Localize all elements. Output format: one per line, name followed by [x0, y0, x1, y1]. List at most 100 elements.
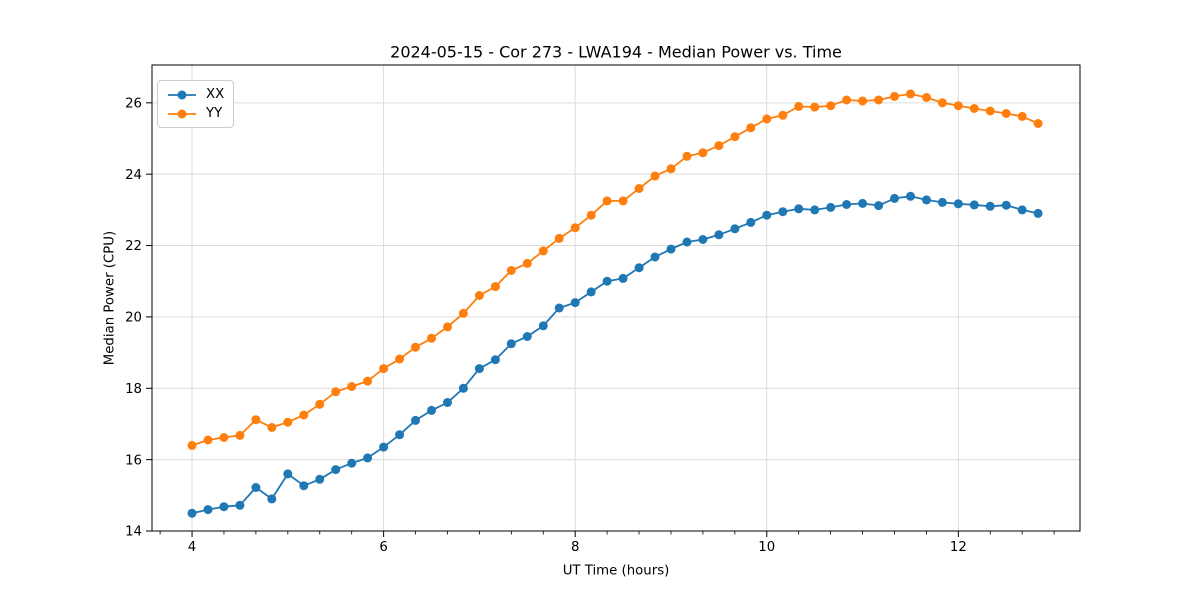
- yy-data-point: [203, 435, 213, 445]
- x-tick-label: 6: [379, 540, 387, 555]
- xx-data-point: [538, 321, 548, 331]
- xx-data-point: [299, 481, 309, 491]
- x-tick-label: 12: [950, 540, 967, 555]
- yy-data-point: [235, 430, 245, 440]
- xx-data-point: [267, 494, 277, 504]
- xx-data-point: [698, 235, 708, 244]
- yy-data-point: [187, 440, 197, 450]
- yy-data-point: [1001, 109, 1011, 118]
- xx-data-point: [506, 339, 516, 349]
- y-axis-label: Median Power (CPU): [102, 230, 118, 366]
- y-tick-label: 26: [125, 97, 142, 112]
- xx-data-point: [315, 474, 325, 484]
- yy-data-point: [634, 184, 644, 193]
- xx-data-point: [474, 364, 484, 374]
- yy-data-point: [650, 171, 660, 181]
- yy-data-point: [826, 101, 836, 111]
- xx-data-point: [235, 500, 245, 510]
- yy-data-point: [698, 148, 708, 158]
- xx-data-point: [395, 430, 405, 440]
- yy-data-point: [858, 96, 868, 106]
- yy-data-point: [874, 95, 884, 105]
- xx-data-point: [730, 224, 740, 234]
- yy-data-point: [602, 196, 612, 206]
- xx-data-point: [634, 263, 644, 273]
- series-line-xx: [191, 195, 1039, 515]
- xx-data-point: [874, 201, 884, 211]
- xx-data-point: [890, 193, 899, 203]
- xx-data-point: [778, 207, 788, 217]
- yy-data-point: [554, 233, 564, 243]
- legend-item-yy: YY: [165, 104, 224, 123]
- yy-data-point: [953, 101, 963, 111]
- xx-data-point: [570, 298, 580, 308]
- yy-data-point: [570, 223, 580, 233]
- xx-data-point: [922, 195, 931, 205]
- yy-data-point: [363, 376, 373, 386]
- legend: XX YY: [157, 80, 235, 128]
- xx-data-point: [187, 508, 197, 518]
- yy-data-point: [299, 410, 309, 420]
- xx-data-point: [953, 199, 963, 209]
- xx-data-point: [650, 252, 660, 262]
- yy-data-point: [762, 114, 772, 124]
- xx-data-point: [522, 332, 532, 341]
- y-tick-label: 20: [125, 311, 142, 326]
- xx-data-point: [762, 210, 772, 220]
- yy-data-point: [985, 106, 995, 116]
- legend-label-xx: XX: [206, 87, 225, 102]
- yy-data-point: [315, 399, 325, 409]
- x-axis-label: UT Time (hours): [562, 563, 670, 579]
- chart-title: 2024-05-15 - Cor 273 - LWA194 - Median P…: [390, 42, 842, 62]
- yy-data-point: [427, 333, 436, 343]
- xx-data-point: [985, 201, 995, 211]
- xx-data-point: [682, 237, 692, 247]
- xx-data-point: [826, 202, 836, 212]
- yy-data-point: [969, 104, 979, 113]
- xx-data-point: [554, 303, 564, 313]
- y-tick-label: 14: [125, 525, 142, 540]
- x-tick-label: 10: [758, 540, 775, 555]
- xx-data-point: [203, 505, 213, 515]
- yy-data-point: [794, 101, 804, 111]
- yy-data-point: [251, 415, 261, 425]
- xx-data-point: [411, 415, 420, 425]
- y-tick-label: 24: [125, 168, 142, 183]
- xx-data-point: [443, 398, 452, 407]
- yy-data-point: [283, 417, 293, 427]
- yy-data-point: [586, 210, 596, 220]
- legend-marker-yy: [177, 109, 187, 118]
- legend-marker-xx: [177, 90, 187, 99]
- yy-data-point: [379, 364, 389, 374]
- yy-data-point: [1033, 119, 1043, 128]
- xx-data-point: [969, 200, 979, 210]
- yy-data-point: [411, 342, 420, 352]
- series-line-yy: [191, 93, 1039, 447]
- xx-data-point: [1017, 205, 1027, 215]
- yy-data-point: [937, 98, 947, 108]
- y-tick-label: 16: [125, 453, 142, 468]
- xx-data-point: [810, 205, 820, 215]
- xx-data-point: [219, 502, 229, 512]
- yy-data-point: [778, 110, 788, 120]
- legend-line-marker-xx: [168, 90, 196, 99]
- yy-data-point: [1017, 111, 1027, 121]
- yy-data-point: [347, 382, 357, 391]
- yy-data-point: [538, 246, 548, 256]
- yy-data-point: [490, 282, 500, 292]
- legend-item-xx: XX: [165, 85, 224, 104]
- y-tick-label: 22: [125, 239, 142, 254]
- yy-data-point: [890, 91, 899, 101]
- xx-data-point: [618, 273, 628, 283]
- xx-data-point: [251, 483, 261, 492]
- xx-data-point: [283, 469, 293, 479]
- yy-data-point: [730, 132, 740, 142]
- yy-data-point: [458, 308, 468, 318]
- legend-line-marker-yy: [168, 109, 196, 118]
- xx-data-point: [714, 230, 724, 240]
- xx-data-point: [490, 355, 500, 365]
- xx-data-point: [602, 276, 612, 286]
- xx-data-point: [858, 198, 868, 208]
